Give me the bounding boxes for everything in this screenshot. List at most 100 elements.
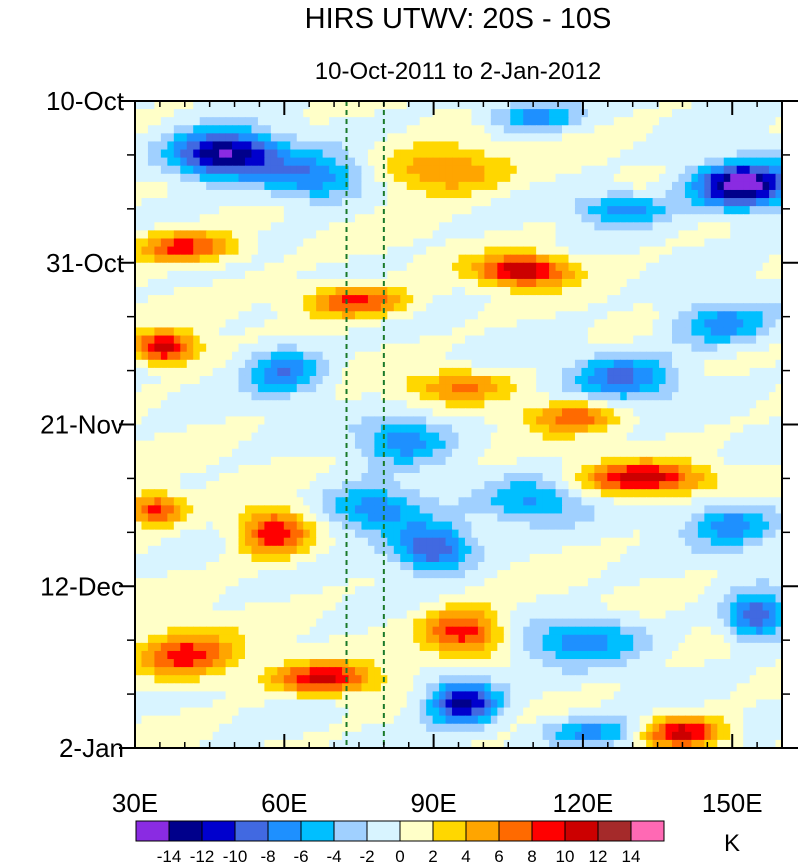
heatmap-cell xyxy=(212,303,220,312)
heatmap-cell xyxy=(704,432,712,442)
heatmap-cell xyxy=(710,359,718,369)
heatmap-cell xyxy=(445,238,453,248)
heatmap-cell xyxy=(536,270,544,280)
heatmap-cell xyxy=(730,173,738,183)
heatmap-cell xyxy=(665,408,673,418)
heatmap-cell xyxy=(536,254,544,264)
heatmap-cell xyxy=(199,157,207,167)
heatmap-cell xyxy=(160,230,168,240)
heatmap-cell xyxy=(626,359,634,369)
heatmap-cell xyxy=(587,165,595,175)
heatmap-cell xyxy=(607,270,615,280)
heatmap-cell xyxy=(445,173,453,183)
heatmap-cell xyxy=(477,141,485,151)
heatmap-cell xyxy=(762,133,770,143)
heatmap-cell xyxy=(652,125,660,134)
heatmap-cell xyxy=(290,157,298,167)
heatmap-cell xyxy=(419,214,427,223)
heatmap-cell xyxy=(232,303,240,312)
heatmap-cell xyxy=(659,149,667,159)
heatmap-cell xyxy=(684,214,693,223)
heatmap-cell xyxy=(335,198,343,207)
heatmap-cell xyxy=(684,270,693,280)
heatmap-cell xyxy=(620,262,628,272)
heatmap-cell xyxy=(199,424,207,434)
heatmap-cell xyxy=(717,133,725,143)
heatmap-cell xyxy=(581,295,589,304)
heatmap-cell xyxy=(659,319,667,329)
heatmap-cell xyxy=(439,327,447,337)
heatmap-cell xyxy=(665,416,673,426)
heatmap-cell xyxy=(238,270,246,280)
heatmap-cell xyxy=(594,125,602,134)
heatmap-cell xyxy=(419,198,427,207)
heatmap-cell xyxy=(206,311,214,320)
heatmap-cell xyxy=(672,287,680,296)
heatmap-cell xyxy=(523,270,531,280)
heatmap-cell xyxy=(717,109,725,118)
heatmap-cell xyxy=(723,367,731,377)
heatmap-cell xyxy=(374,351,382,361)
heatmap-cell xyxy=(154,189,162,199)
heatmap-cell xyxy=(283,125,291,134)
heatmap-cell xyxy=(173,117,181,126)
heatmap-cell xyxy=(477,384,485,393)
heatmap-cell xyxy=(717,125,725,134)
heatmap-cell xyxy=(406,246,414,256)
heatmap-cell xyxy=(160,125,168,134)
heatmap-cell xyxy=(581,424,589,434)
heatmap-cell xyxy=(244,189,253,199)
heatmap-cell xyxy=(361,408,369,418)
heatmap-cell xyxy=(691,359,699,369)
heatmap-cell xyxy=(432,416,440,426)
heatmap-cell xyxy=(581,375,589,385)
heatmap-cell xyxy=(691,311,699,320)
heatmap-cell xyxy=(225,149,233,159)
heatmap-cell xyxy=(574,214,583,223)
heatmap-cell xyxy=(523,408,531,418)
heatmap-cell xyxy=(568,456,576,466)
heatmap-cell xyxy=(154,149,162,159)
heatmap-cell xyxy=(167,375,175,385)
heatmap-cell xyxy=(769,311,777,320)
heatmap-cell xyxy=(309,278,317,288)
heatmap-cell xyxy=(769,375,777,385)
heatmap-cell xyxy=(232,456,240,466)
heatmap-cell xyxy=(626,416,634,426)
heatmap-cell xyxy=(439,109,447,118)
heatmap-cell xyxy=(439,473,447,482)
heatmap-cell xyxy=(723,497,731,506)
heatmap-cell xyxy=(691,133,699,143)
heatmap-cell xyxy=(646,262,654,272)
heatmap-cell xyxy=(445,311,453,320)
heatmap-cell xyxy=(406,375,414,385)
heatmap-cell xyxy=(173,287,181,296)
heatmap-cell xyxy=(251,473,259,482)
heatmap-cell xyxy=(581,198,589,207)
heatmap-cell xyxy=(510,384,518,393)
heatmap-cell xyxy=(471,464,479,474)
heatmap-cell xyxy=(400,270,408,280)
heatmap-cell xyxy=(529,335,537,345)
heatmap-cell xyxy=(665,367,673,377)
heatmap-cell xyxy=(639,408,647,418)
heatmap-cell xyxy=(426,375,434,385)
heatmap-cell xyxy=(199,456,207,466)
heatmap-cell xyxy=(167,149,175,159)
heatmap-cell xyxy=(536,489,544,498)
heatmap-cell xyxy=(587,278,595,288)
heatmap-cell xyxy=(723,173,731,183)
heatmap-cell xyxy=(568,416,576,426)
heatmap-cell xyxy=(516,319,524,329)
heatmap-cell xyxy=(303,384,311,393)
heatmap-cell xyxy=(529,133,537,143)
heatmap-cell xyxy=(147,133,156,143)
heatmap-cell xyxy=(691,351,699,361)
heatmap-cell xyxy=(232,424,240,434)
heatmap-cell xyxy=(309,287,317,296)
heatmap-cell xyxy=(199,375,207,385)
heatmap-cell xyxy=(471,278,479,288)
heatmap-cell xyxy=(147,189,156,199)
heatmap-cell xyxy=(672,109,680,118)
heatmap-cell xyxy=(568,367,576,377)
